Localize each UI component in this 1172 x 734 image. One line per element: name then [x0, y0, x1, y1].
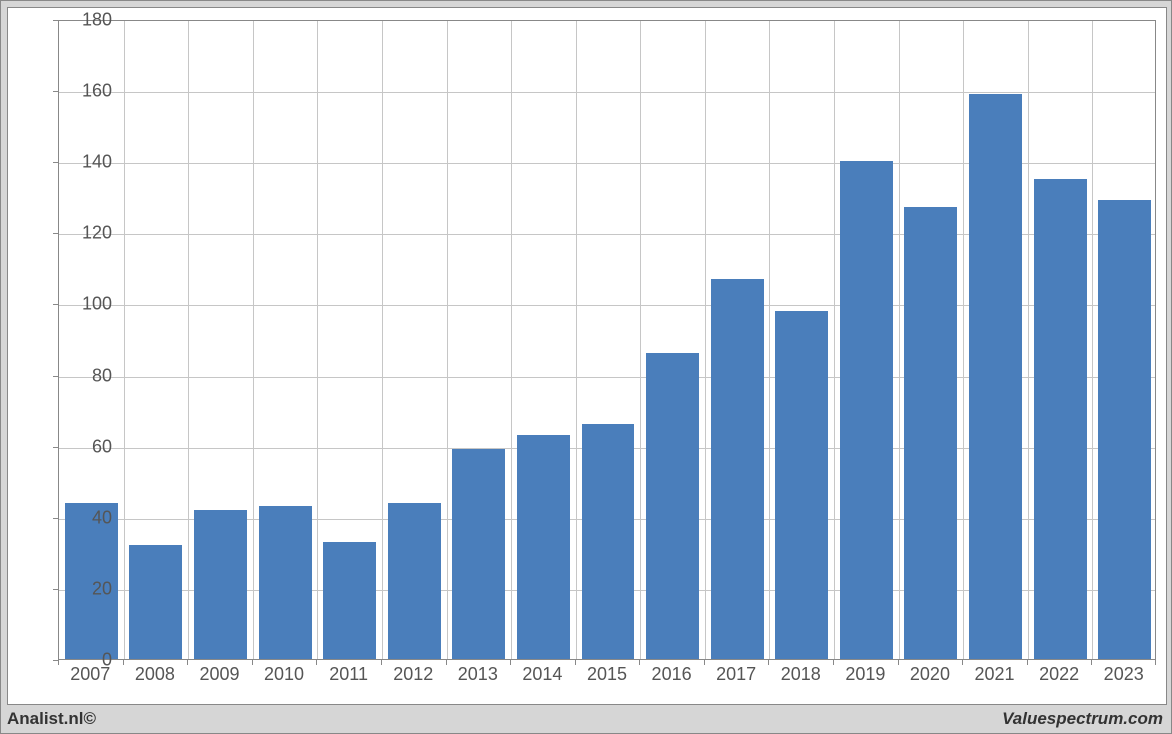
bar — [323, 542, 376, 659]
x-tick — [768, 660, 769, 665]
y-axis-label: 60 — [66, 436, 112, 457]
bar — [388, 503, 441, 659]
x-tick — [252, 660, 253, 665]
x-axis-label: 2014 — [522, 664, 562, 685]
x-axis-label: 2010 — [264, 664, 304, 685]
y-tick — [53, 233, 58, 234]
x-tick — [833, 660, 834, 665]
gridline-v — [447, 21, 448, 659]
gridline-v — [899, 21, 900, 659]
y-axis-label: 20 — [66, 578, 112, 599]
x-axis-label: 2017 — [716, 664, 756, 685]
x-tick — [58, 660, 59, 665]
x-axis-label: 2020 — [910, 664, 950, 685]
gridline-v — [963, 21, 964, 659]
gridline-v — [834, 21, 835, 659]
x-tick — [575, 660, 576, 665]
y-axis-label: 140 — [66, 152, 112, 173]
x-axis-label: 2012 — [393, 664, 433, 685]
bar — [194, 510, 247, 659]
x-tick — [962, 660, 963, 665]
x-axis-label: 2021 — [974, 664, 1014, 685]
x-tick — [510, 660, 511, 665]
y-tick — [53, 589, 58, 590]
plot-area — [58, 20, 1156, 660]
bar — [129, 545, 182, 659]
gridline-v — [769, 21, 770, 659]
bar — [517, 435, 570, 659]
y-tick — [53, 91, 58, 92]
x-tick — [316, 660, 317, 665]
bar — [452, 449, 505, 659]
x-axis-label: 2007 — [70, 664, 110, 685]
x-axis-label: 2011 — [329, 664, 368, 685]
x-axis-label: 2008 — [135, 664, 175, 685]
y-tick — [53, 376, 58, 377]
gridline-v — [253, 21, 254, 659]
bar — [969, 94, 1022, 659]
bar — [582, 424, 635, 659]
y-axis-label: 100 — [66, 294, 112, 315]
x-axis-label: 2018 — [781, 664, 821, 685]
x-tick — [1027, 660, 1028, 665]
x-axis-label: 2022 — [1039, 664, 1079, 685]
y-tick — [53, 162, 58, 163]
y-axis-label: 160 — [66, 81, 112, 102]
gridline-v — [576, 21, 577, 659]
x-axis-label: 2015 — [587, 664, 627, 685]
bar — [1034, 179, 1087, 659]
x-axis-label: 2023 — [1104, 664, 1144, 685]
y-axis-label: 180 — [66, 10, 112, 31]
x-tick — [1155, 660, 1156, 665]
footer-left-credit: Analist.nl© — [7, 709, 96, 729]
bar — [1098, 200, 1151, 659]
gridline-v — [1092, 21, 1093, 659]
footer-right-credit: Valuespectrum.com — [1002, 709, 1163, 729]
bar — [711, 279, 764, 659]
bar — [775, 311, 828, 659]
gridline-v — [511, 21, 512, 659]
gridline-v — [1028, 21, 1029, 659]
x-tick — [123, 660, 124, 665]
y-tick — [53, 20, 58, 21]
bar — [904, 207, 957, 659]
bar — [840, 161, 893, 659]
x-tick — [704, 660, 705, 665]
x-axis-label: 2016 — [652, 664, 692, 685]
gridline-v — [705, 21, 706, 659]
bar — [259, 506, 312, 659]
x-axis-label: 2009 — [199, 664, 239, 685]
gridline-v — [640, 21, 641, 659]
y-axis-label: 40 — [66, 507, 112, 528]
x-tick — [187, 660, 188, 665]
chart-frame: 020406080100120140160180 200720082009201… — [0, 0, 1172, 734]
gridline-v — [124, 21, 125, 659]
x-axis-label: 2019 — [845, 664, 885, 685]
x-tick — [446, 660, 447, 665]
y-tick — [53, 304, 58, 305]
plot-area-wrap: 020406080100120140160180 200720082009201… — [7, 7, 1167, 705]
gridline-v — [188, 21, 189, 659]
x-axis-label: 2013 — [458, 664, 498, 685]
y-tick — [53, 447, 58, 448]
gridline-v — [382, 21, 383, 659]
x-tick — [639, 660, 640, 665]
x-tick — [898, 660, 899, 665]
x-tick — [1091, 660, 1092, 665]
x-tick — [381, 660, 382, 665]
gridline-v — [317, 21, 318, 659]
bar — [646, 353, 699, 659]
y-tick — [53, 518, 58, 519]
y-axis-label: 80 — [66, 365, 112, 386]
y-axis-label: 120 — [66, 223, 112, 244]
